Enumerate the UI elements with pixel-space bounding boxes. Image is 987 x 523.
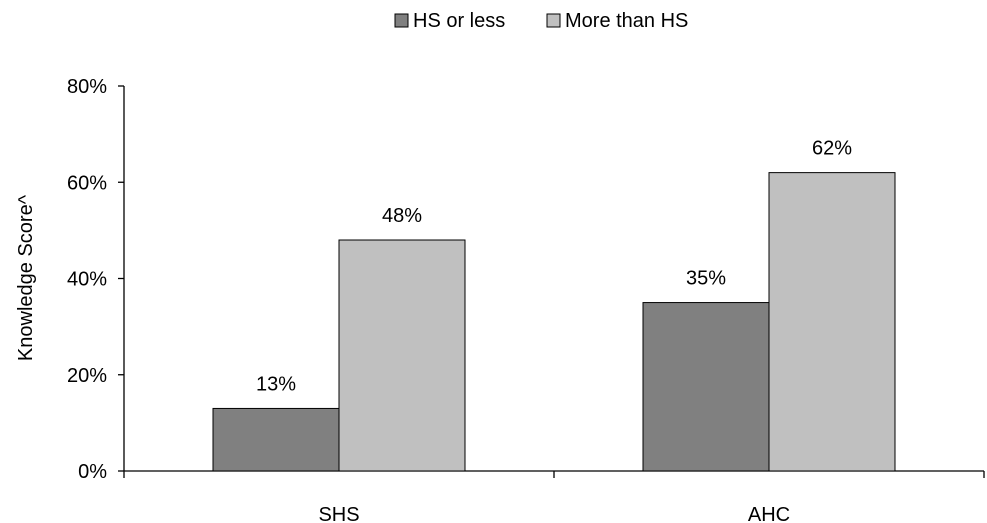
- legend-label: More than HS: [565, 10, 688, 32]
- y-tick-label: 0%: [78, 461, 107, 483]
- y-tick-label: 20%: [67, 365, 107, 387]
- data-label: 62%: [812, 138, 852, 160]
- y-tick-label: 40%: [67, 269, 107, 291]
- legend-swatch: [546, 13, 561, 28]
- data-label: 13%: [256, 373, 296, 395]
- x-tick-label: SHS: [318, 504, 359, 523]
- y-axis-label: Knowledge Score^: [15, 194, 37, 361]
- x-tick-label: AHC: [748, 504, 790, 523]
- y-tick-label: 80%: [67, 76, 107, 98]
- bar: [768, 172, 896, 472]
- data-label: 48%: [382, 205, 422, 227]
- legend-swatch: [394, 13, 409, 28]
- bar: [642, 302, 770, 472]
- y-tick-label: 60%: [67, 172, 107, 194]
- plot-area: 0% 20% 40% 60% 80% 13% 48% SHS 35% 62% AHC: [67, 76, 985, 523]
- bar: [338, 239, 466, 472]
- data-label: 35%: [686, 268, 726, 290]
- bar: [212, 407, 340, 472]
- legend-label: HS or less: [413, 10, 505, 32]
- legend: HS or less More than HS: [394, 10, 688, 32]
